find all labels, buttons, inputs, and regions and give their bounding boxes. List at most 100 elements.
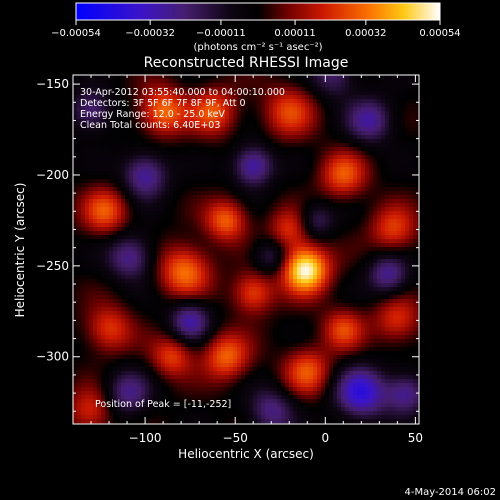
heatmap-cell [89, 359, 94, 364]
heatmap-cell [81, 207, 86, 212]
heatmap-cell [133, 403, 138, 408]
heatmap-cell [173, 243, 178, 248]
heatmap-cell [205, 83, 210, 88]
heatmap-cell [169, 407, 174, 412]
heatmap-cell [229, 339, 234, 344]
heatmap-cell [81, 139, 86, 144]
heatmap-cell [89, 115, 94, 120]
heatmap-cell [189, 235, 194, 240]
heatmap-cell [133, 415, 138, 420]
heatmap-cell [205, 419, 210, 424]
heatmap-cell [253, 351, 258, 356]
heatmap-cell [109, 383, 114, 388]
heatmap-cell [261, 127, 266, 132]
heatmap-cell [97, 335, 102, 340]
heatmap-cell [133, 131, 138, 136]
heatmap-cell [145, 99, 150, 104]
heatmap-cell [293, 139, 298, 144]
heatmap-cell [113, 339, 118, 344]
heatmap-cell [265, 299, 270, 304]
heatmap-cell [197, 295, 202, 300]
heatmap-cell [89, 99, 94, 104]
heatmap-cell [293, 315, 298, 320]
heatmap-cell [73, 251, 78, 256]
heatmap-cell [201, 111, 206, 116]
heatmap-cell [245, 187, 250, 192]
heatmap-cell [193, 151, 198, 156]
heatmap-cell [285, 199, 290, 204]
heatmap-cell [153, 339, 158, 344]
heatmap-cell [245, 207, 250, 212]
heatmap-cell [85, 199, 90, 204]
heatmap-cell [93, 319, 98, 324]
heatmap-cell [237, 235, 242, 240]
heatmap-cell [173, 219, 178, 224]
heatmap-cell [145, 171, 150, 176]
heatmap-cell [257, 403, 262, 408]
heatmap-cell [141, 115, 146, 120]
heatmap-cell [93, 263, 98, 268]
heatmap-cell [233, 151, 238, 156]
heatmap-cell [241, 199, 246, 204]
heatmap-cell [209, 231, 214, 236]
heatmap-cell [117, 415, 122, 420]
heatmap-cell [105, 107, 110, 112]
heatmap-cell [277, 211, 282, 216]
heatmap-cell [293, 103, 298, 108]
heatmap-cell [113, 287, 118, 292]
heatmap-cell [189, 123, 194, 128]
heatmap-cell [205, 147, 210, 152]
heatmap-cell [169, 383, 174, 388]
heatmap-cell [125, 119, 130, 124]
heatmap-cell [213, 99, 218, 104]
heatmap-cell [133, 247, 138, 252]
heatmap-cell [197, 319, 202, 324]
heatmap-cell [173, 139, 178, 144]
heatmap-cell [189, 355, 194, 360]
heatmap-cell [253, 323, 258, 328]
heatmap-cell [269, 379, 274, 384]
heatmap-cell [85, 159, 90, 164]
heatmap-cell [221, 239, 226, 244]
heatmap-cell [209, 311, 214, 316]
heatmap-cell [285, 291, 290, 296]
heatmap-cell [125, 395, 130, 400]
heatmap-cell [201, 383, 206, 388]
heatmap-cell [189, 187, 194, 192]
heatmap-cell [217, 199, 222, 204]
heatmap-cell [205, 119, 210, 124]
heatmap-cell [77, 267, 82, 272]
heatmap-cell [109, 287, 114, 292]
heatmap-cell [297, 195, 302, 200]
heatmap-cell [193, 295, 198, 300]
heatmap-cell [185, 111, 190, 116]
heatmap-cell [85, 315, 90, 320]
heatmap-cell [161, 95, 166, 100]
heatmap-cell [125, 403, 130, 408]
heatmap-cell [133, 255, 138, 260]
heatmap-cell [233, 179, 238, 184]
heatmap-cell [113, 315, 118, 320]
heatmap-cell [249, 319, 254, 324]
heatmap-cell [117, 255, 122, 260]
heatmap-cell [161, 287, 166, 292]
heatmap-cell [297, 203, 302, 208]
heatmap-cell [161, 223, 166, 228]
heatmap-cell [85, 415, 90, 420]
heatmap-cell [73, 91, 78, 96]
heatmap-cell [277, 143, 282, 148]
heatmap-cell [241, 255, 246, 260]
heatmap-cell [165, 87, 170, 92]
heatmap-cell [285, 251, 290, 256]
heatmap-cell [97, 223, 102, 228]
heatmap-cell [181, 175, 186, 180]
heatmap-cell [193, 203, 198, 208]
heatmap-cell [93, 419, 98, 424]
heatmap-cell [97, 123, 102, 128]
heatmap-cell [113, 343, 118, 348]
heatmap-cell [269, 219, 274, 224]
heatmap-cell [161, 295, 166, 300]
heatmap-cell [173, 327, 178, 332]
heatmap-cell [133, 211, 138, 216]
heatmap-cell [193, 139, 198, 144]
